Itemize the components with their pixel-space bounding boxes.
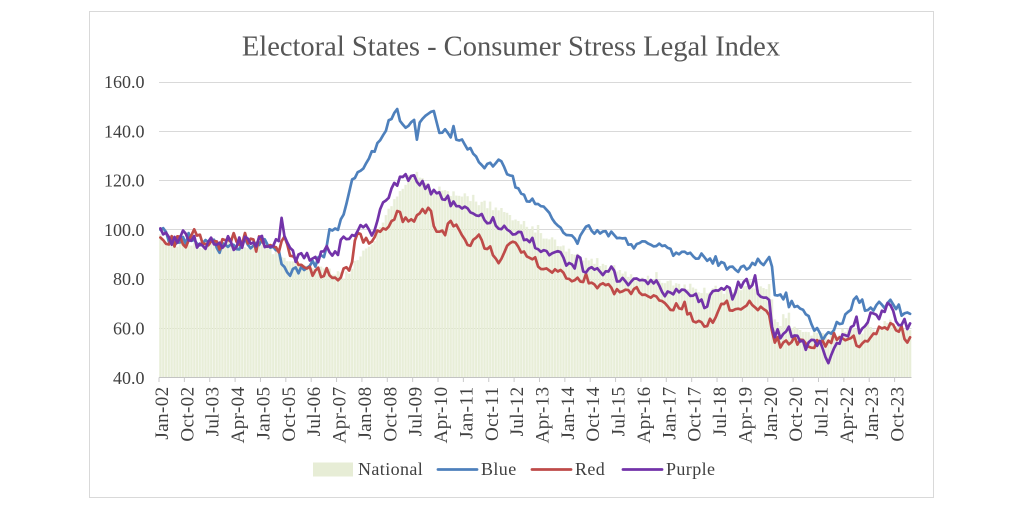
svg-text:Oct-23: Oct-23 xyxy=(888,387,909,442)
svg-text:Jul-21: Jul-21 xyxy=(812,387,833,437)
svg-text:Jul-03: Jul-03 xyxy=(203,387,224,437)
svg-text:Apr-07: Apr-07 xyxy=(330,387,351,444)
svg-text:Jul-15: Jul-15 xyxy=(609,387,630,437)
svg-text:Oct-08: Oct-08 xyxy=(380,387,401,442)
svg-text:Apr-19: Apr-19 xyxy=(735,387,756,444)
svg-text:60.0: 60.0 xyxy=(113,319,145,339)
svg-text:Jul-12: Jul-12 xyxy=(507,387,528,437)
svg-text:Oct-05: Oct-05 xyxy=(279,387,300,442)
svg-text:Jan-23: Jan-23 xyxy=(862,387,883,440)
svg-text:160.0: 160.0 xyxy=(104,72,145,92)
svg-text:Oct-02: Oct-02 xyxy=(177,387,198,442)
svg-text:Electoral States - Consumer St: Electoral States - Consumer Stress Legal… xyxy=(242,32,780,63)
svg-text:Apr-04: Apr-04 xyxy=(228,386,249,443)
svg-text:Jul-09: Jul-09 xyxy=(406,387,427,437)
svg-text:Jan-11: Jan-11 xyxy=(456,387,477,439)
svg-text:Apr-16: Apr-16 xyxy=(634,387,655,444)
svg-text:Apr-22: Apr-22 xyxy=(837,387,858,444)
svg-text:Jan-17: Jan-17 xyxy=(659,387,680,440)
svg-text:140.0: 140.0 xyxy=(104,121,145,141)
svg-text:100.0: 100.0 xyxy=(104,220,145,240)
svg-text:Apr-13: Apr-13 xyxy=(533,387,554,444)
svg-text:Jan-02: Jan-02 xyxy=(152,387,173,440)
svg-text:National: National xyxy=(358,459,423,479)
svg-text:Jul-18: Jul-18 xyxy=(710,387,731,437)
svg-text:Jan-05: Jan-05 xyxy=(254,387,275,440)
svg-text:Apr-10: Apr-10 xyxy=(431,387,452,444)
svg-text:Oct-14: Oct-14 xyxy=(583,386,604,441)
svg-text:40.0: 40.0 xyxy=(113,368,145,388)
svg-text:Blue: Blue xyxy=(481,459,517,479)
svg-text:Red: Red xyxy=(575,459,605,479)
svg-text:120.0: 120.0 xyxy=(104,171,145,191)
svg-text:Jul-06: Jul-06 xyxy=(304,387,325,437)
svg-text:Oct-20: Oct-20 xyxy=(786,387,807,442)
svg-text:Jan-14: Jan-14 xyxy=(558,386,579,439)
svg-text:80.0: 80.0 xyxy=(113,269,145,289)
svg-text:Jan-20: Jan-20 xyxy=(761,387,782,440)
svg-text:Purple: Purple xyxy=(666,459,715,479)
svg-text:Oct-17: Oct-17 xyxy=(685,387,706,442)
svg-text:Oct-11: Oct-11 xyxy=(482,387,503,441)
svg-text:Jan-08: Jan-08 xyxy=(355,387,376,440)
